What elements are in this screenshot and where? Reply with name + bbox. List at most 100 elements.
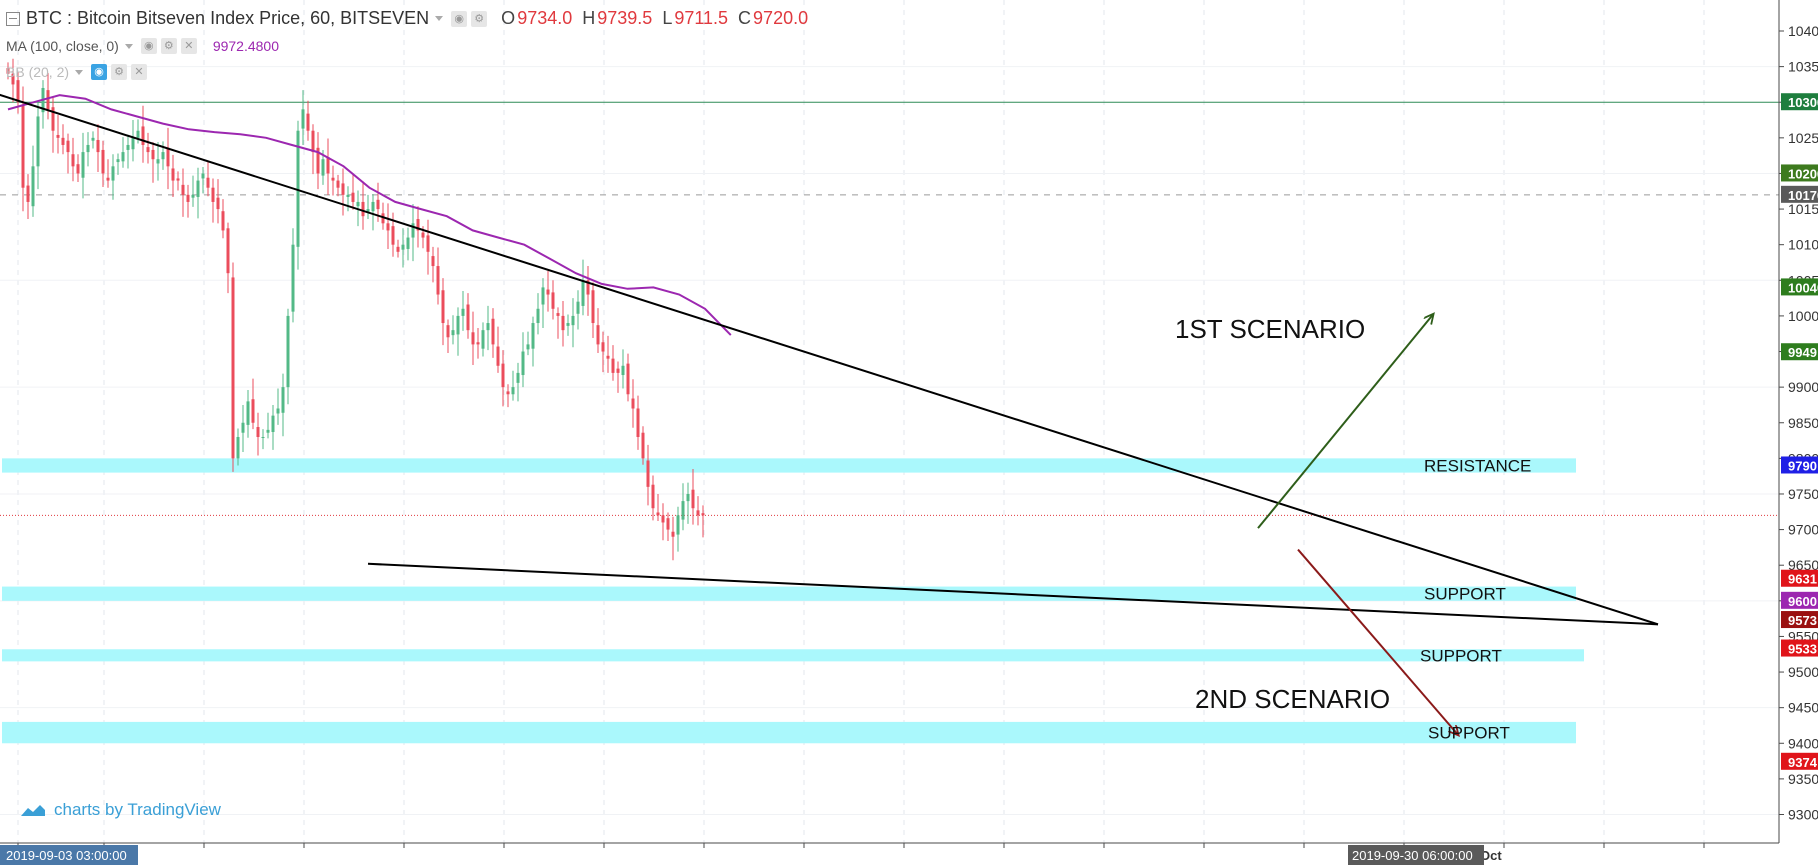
candle-body: [431, 256, 435, 267]
price-badge: 9790: [1781, 456, 1818, 474]
candle-body: [216, 197, 220, 210]
price-badge: 9949: [1781, 343, 1818, 361]
gear-icon[interactable]: ⚙: [160, 38, 177, 54]
candle-body: [526, 344, 530, 350]
legend-main-row: BTC : Bitcoin Bitseven Index Price, 60, …: [6, 8, 808, 29]
eye-icon[interactable]: ◉: [451, 10, 468, 27]
candle-body: [596, 325, 600, 345]
zone-label: SUPPORT: [1424, 585, 1506, 604]
candle-body: [611, 358, 615, 373]
time-label-text: Oct: [1480, 848, 1502, 863]
candle-body: [226, 228, 230, 274]
close-icon[interactable]: ✕: [180, 38, 197, 54]
zone-label: SUPPORT: [1428, 724, 1510, 743]
price-tick-label: 9450: [1788, 700, 1818, 716]
price-badge-label: 10040: [1788, 280, 1818, 295]
candle-body: [436, 266, 440, 295]
candle-body: [536, 308, 540, 324]
price-badge-background: [1781, 278, 1818, 296]
gear-icon[interactable]: ⚙: [111, 64, 128, 80]
chevron-down-icon[interactable]: [435, 16, 444, 21]
price-badge-background: [1781, 93, 1818, 111]
ohlc-high-key: H: [582, 8, 596, 28]
candle-body: [316, 147, 320, 174]
time-label-background: [0, 845, 138, 865]
price-badge: 9631: [1781, 569, 1818, 587]
ohlc-high-value: 9739.5: [597, 8, 653, 28]
legend-bb-row: BB (20, 2) ◉ ⚙ ✕: [6, 64, 151, 80]
candle-body: [411, 223, 415, 238]
candle-body: [556, 313, 560, 316]
candle-body: [681, 501, 685, 520]
candle-body: [651, 484, 655, 509]
candle-body: [61, 137, 65, 145]
candle-body: [141, 126, 145, 145]
price-badge-background: [1781, 611, 1818, 629]
candle-body: [66, 140, 70, 153]
candle-body: [386, 223, 390, 231]
collapse-icon[interactable]: [6, 11, 20, 26]
candle-body: [86, 144, 90, 153]
chevron-down-icon[interactable]: [124, 43, 133, 49]
candle-body: [261, 436, 265, 438]
ma-label[interactable]: MA (100, close, 0): [6, 38, 119, 54]
candle-body: [276, 408, 280, 414]
price-tick-label: 10150: [1788, 201, 1818, 217]
tradingview-watermark[interactable]: charts by TradingView: [20, 800, 221, 820]
price-tick-label: 9900: [1788, 379, 1818, 395]
candle-body: [126, 144, 130, 150]
price-tick-label: 10250: [1788, 130, 1818, 146]
candle-body: [296, 130, 300, 247]
price-badge: 10300: [1781, 93, 1818, 111]
candle-body: [456, 315, 460, 335]
candle-body: [656, 512, 660, 516]
time-axis: 2019-09-03 03:00:00 Oct 2019-09-30 06:00:0…: [0, 842, 1779, 865]
price-badge-background: [1781, 752, 1818, 770]
candle-body: [641, 432, 645, 459]
scenario-arrow: [1257, 314, 1433, 529]
candle-body: [466, 304, 470, 331]
price-zone-resistance: [2, 458, 1576, 473]
candle-body: [51, 107, 55, 131]
candle-body: [571, 315, 575, 326]
candle-body: [416, 219, 420, 231]
ma-100-line: [7, 94, 732, 336]
candle-body: [376, 199, 380, 210]
candle-body: [91, 137, 95, 141]
time-label: 2019-09-03 03:00:00: [0, 845, 138, 865]
bb-label[interactable]: BB (20, 2): [6, 64, 70, 80]
candle-body: [616, 368, 620, 373]
candle-body: [476, 342, 480, 345]
candle-body: [336, 180, 340, 188]
candle-body: [331, 177, 335, 181]
price-badge-label: 9573: [1788, 613, 1817, 628]
candle-body: [21, 104, 25, 188]
candle-body: [326, 157, 330, 174]
candle-body: [531, 323, 535, 349]
watermark-text: charts by TradingView: [54, 800, 221, 819]
legend-title[interactable]: BTC : Bitcoin Bitseven Index Price, 60, …: [26, 8, 430, 28]
candle-body: [181, 184, 185, 195]
eye-icon[interactable]: ◉: [91, 64, 108, 80]
price-tick-label: 9500: [1788, 664, 1818, 680]
chevron-down-icon[interactable]: [75, 69, 84, 75]
candle-body: [196, 180, 200, 197]
price-tick-label: 9300: [1788, 807, 1818, 823]
candle-body: [661, 515, 665, 523]
price-tick-label: 10100: [1788, 237, 1818, 253]
candle-body: [166, 147, 170, 167]
candle-body: [696, 510, 700, 516]
eye-icon[interactable]: ◉: [140, 38, 157, 54]
time-axis-background: [0, 843, 1779, 865]
candle-body: [121, 152, 125, 162]
close-icon[interactable]: ✕: [131, 64, 148, 80]
candle-body: [171, 168, 175, 181]
gear-icon[interactable]: ⚙: [471, 10, 488, 27]
candle-body: [636, 408, 640, 437]
price-badge-background: [1781, 456, 1818, 474]
price-tick-label: 9850: [1788, 415, 1818, 431]
price-badge: 10170: [1781, 185, 1818, 203]
price-badge-label: 10200: [1788, 166, 1818, 181]
candle-body: [136, 130, 140, 138]
